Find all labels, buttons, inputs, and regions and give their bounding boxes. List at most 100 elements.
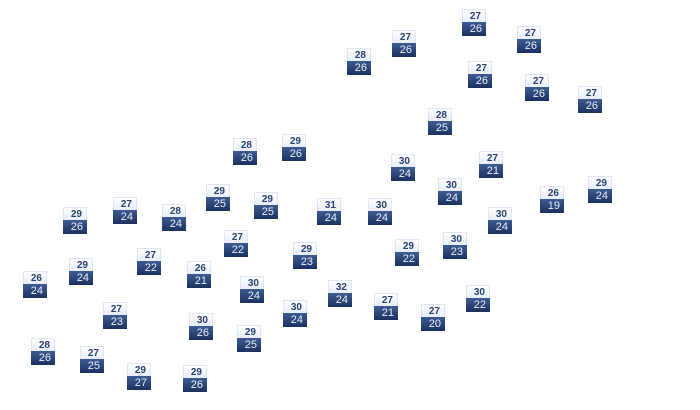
high-temperature: 30 (240, 276, 264, 289)
high-temperature: 28 (428, 108, 452, 121)
high-temperature: 27 (137, 248, 161, 261)
high-temperature: 29 (63, 207, 87, 220)
low-temperature: 26 (462, 22, 486, 36)
high-temperature: 29 (588, 176, 612, 189)
temperature-label[interactable]: 27 26 (578, 86, 602, 113)
temperature-label[interactable]: 28 24 (162, 204, 186, 231)
high-temperature: 29 (183, 365, 207, 378)
high-temperature: 30 (443, 232, 467, 245)
temperature-label[interactable]: 27 26 (517, 26, 541, 53)
low-temperature: 23 (443, 245, 467, 259)
temperature-label[interactable]: 30 24 (488, 207, 512, 234)
temperature-label[interactable]: 29 25 (237, 325, 261, 352)
temperature-label[interactable]: 29 24 (588, 176, 612, 203)
temperature-label[interactable]: 27 26 (525, 74, 549, 101)
temperature-label[interactable]: 26 21 (187, 261, 211, 288)
temperature-label[interactable]: 27 26 (462, 9, 486, 36)
temperature-label[interactable]: 29 26 (183, 365, 207, 392)
temperature-label[interactable]: 29 27 (127, 363, 151, 390)
low-temperature: 26 (233, 151, 257, 165)
temperature-label[interactable]: 27 24 (113, 197, 137, 224)
temperature-label[interactable]: 30 24 (391, 154, 415, 181)
high-temperature: 30 (283, 300, 307, 313)
high-temperature: 26 (540, 186, 564, 199)
temperature-label[interactable]: 27 22 (137, 248, 161, 275)
low-temperature: 24 (69, 271, 93, 285)
temperature-label[interactable]: 30 24 (240, 276, 264, 303)
high-temperature: 27 (578, 86, 602, 99)
low-temperature: 23 (293, 255, 317, 269)
low-temperature: 24 (328, 293, 352, 307)
high-temperature: 29 (293, 242, 317, 255)
high-temperature: 27 (479, 151, 503, 164)
low-temperature: 25 (428, 121, 452, 135)
low-temperature: 25 (206, 197, 230, 211)
temperature-label[interactable]: 31 24 (317, 198, 341, 225)
temperature-label[interactable]: 27 26 (392, 30, 416, 57)
temperature-label[interactable]: 29 22 (395, 239, 419, 266)
temperature-label[interactable]: 30 24 (368, 198, 392, 225)
high-temperature: 29 (127, 363, 151, 376)
high-temperature: 26 (23, 271, 47, 284)
high-temperature: 29 (237, 325, 261, 338)
temperature-label[interactable]: 28 25 (428, 108, 452, 135)
high-temperature: 27 (468, 61, 492, 74)
temperature-label[interactable]: 26 19 (540, 186, 564, 213)
low-temperature: 24 (391, 167, 415, 181)
high-temperature: 29 (206, 184, 230, 197)
temperature-label[interactable]: 28 26 (347, 48, 371, 75)
temperature-label[interactable]: 27 21 (374, 293, 398, 320)
temperature-label[interactable]: 29 26 (63, 207, 87, 234)
high-temperature: 30 (391, 154, 415, 167)
high-temperature: 30 (438, 178, 462, 191)
low-temperature: 25 (237, 338, 261, 352)
low-temperature: 21 (479, 164, 503, 178)
high-temperature: 28 (31, 338, 55, 351)
low-temperature: 24 (368, 211, 392, 225)
temperature-label[interactable]: 27 23 (103, 302, 127, 329)
low-temperature: 26 (31, 351, 55, 365)
high-temperature: 27 (421, 304, 445, 317)
temperature-label[interactable]: 28 26 (31, 338, 55, 365)
high-temperature: 27 (374, 293, 398, 306)
low-temperature: 27 (127, 376, 151, 390)
temperature-label[interactable]: 32 24 (328, 280, 352, 307)
temperature-label[interactable]: 29 23 (293, 242, 317, 269)
high-temperature: 29 (69, 258, 93, 271)
temperature-label[interactable]: 29 24 (69, 258, 93, 285)
temperature-label[interactable]: 30 24 (283, 300, 307, 327)
high-temperature: 27 (392, 30, 416, 43)
high-temperature: 26 (187, 261, 211, 274)
low-temperature: 22 (466, 298, 490, 312)
low-temperature: 24 (488, 220, 512, 234)
high-temperature: 28 (233, 138, 257, 151)
low-temperature: 26 (63, 220, 87, 234)
temperature-label[interactable]: 30 22 (466, 285, 490, 312)
temperature-label[interactable]: 30 23 (443, 232, 467, 259)
low-temperature: 24 (317, 211, 341, 225)
temperature-label[interactable]: 29 26 (282, 134, 306, 161)
high-temperature: 32 (328, 280, 352, 293)
high-temperature: 27 (517, 26, 541, 39)
low-temperature: 20 (421, 317, 445, 331)
temperature-label[interactable]: 28 26 (233, 138, 257, 165)
temperature-label[interactable]: 27 26 (468, 61, 492, 88)
low-temperature: 24 (283, 313, 307, 327)
high-temperature: 27 (525, 74, 549, 87)
temperature-label[interactable]: 27 20 (421, 304, 445, 331)
high-temperature: 30 (189, 313, 213, 326)
temperature-label[interactable]: 30 26 (189, 313, 213, 340)
low-temperature: 23 (103, 315, 127, 329)
temperature-label[interactable]: 29 25 (254, 192, 278, 219)
low-temperature: 22 (224, 243, 248, 257)
temperature-label[interactable]: 27 22 (224, 230, 248, 257)
temperature-label[interactable]: 27 25 (80, 346, 104, 373)
high-temperature: 27 (224, 230, 248, 243)
low-temperature: 21 (187, 274, 211, 288)
temperature-label[interactable]: 26 24 (23, 271, 47, 298)
temperature-label[interactable]: 27 21 (479, 151, 503, 178)
low-temperature: 26 (468, 74, 492, 88)
temperature-label[interactable]: 29 25 (206, 184, 230, 211)
high-temperature: 29 (282, 134, 306, 147)
temperature-label[interactable]: 30 24 (438, 178, 462, 205)
